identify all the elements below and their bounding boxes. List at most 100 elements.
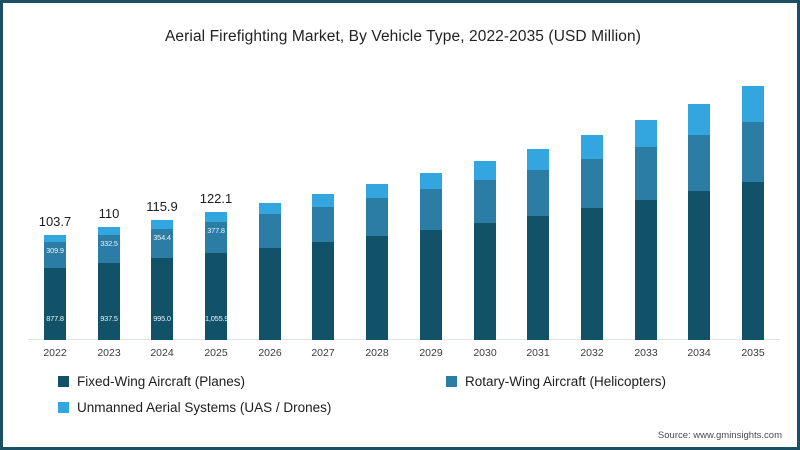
bar-total-label: 115.9: [146, 198, 178, 214]
bar-segment-uas[interactable]: [98, 227, 120, 236]
legend-label-fixed-wing: Fixed-Wing Aircraft (Planes): [77, 374, 246, 389]
bar-segment-uas[interactable]: [527, 148, 549, 170]
stacked-bar[interactable]: [259, 203, 281, 340]
bar-total-label: 110: [98, 206, 120, 222]
bar-segment-fw[interactable]: [420, 229, 442, 340]
bar-segment-uas[interactable]: [44, 235, 66, 243]
bar-group[interactable]: 377.8 1,055.9 122.1: [200, 68, 232, 340]
stacked-bar[interactable]: 332.5 937.5: [98, 227, 120, 340]
stacked-bar[interactable]: [312, 193, 334, 340]
bar-segment-fw[interactable]: [688, 191, 710, 340]
legend-swatch-icon-rotary-wing: [446, 376, 457, 387]
bar-segment-value-label: 377.8: [207, 225, 225, 235]
bar-group[interactable]: [581, 68, 603, 340]
bar-segment-uas[interactable]: [366, 183, 388, 199]
bar-segment-uas[interactable]: [205, 211, 227, 222]
bar-segment-rw[interactable]: [635, 147, 657, 201]
x-axis-tick-label: 2025: [204, 347, 228, 359]
bar-segment-value-label: 332.5: [100, 239, 118, 249]
legend-swatch-icon-fixed-wing: [58, 376, 69, 387]
bar-group[interactable]: [527, 68, 549, 340]
bar-segment-fw[interactable]: [259, 247, 281, 340]
bar-segment-rw[interactable]: 309.9: [44, 242, 66, 268]
bar-segment-rw[interactable]: 354.4: [151, 228, 173, 258]
legend-item-fixed-wing[interactable]: Fixed-Wing Aircraft (Planes): [58, 374, 245, 389]
bar-group[interactable]: [312, 68, 334, 340]
x-axis-tick-label: 2024: [150, 347, 174, 359]
bar-segment-rw[interactable]: 377.8: [205, 221, 227, 253]
bar-group[interactable]: [474, 68, 496, 340]
legend-item-uas[interactable]: Unmanned Aerial Systems (UAS / Drones): [58, 400, 331, 415]
bar-segment-uas[interactable]: [742, 86, 764, 122]
legend-row-1: Fixed-Wing Aircraft (Planes) Rotary-Wing…: [58, 374, 758, 400]
bar-segment-rw[interactable]: [581, 159, 603, 209]
bar-segment-fw[interactable]: [581, 208, 603, 340]
bar-segment-uas[interactable]: [420, 172, 442, 190]
bar-segment-value-label: 995.0: [153, 313, 171, 323]
bar-segment-fw[interactable]: [742, 181, 764, 340]
bar-group[interactable]: [259, 68, 281, 340]
bar-segment-fw[interactable]: 877.8: [44, 267, 66, 340]
x-axis-tick-label: 2034: [687, 347, 711, 359]
bar-segment-fw[interactable]: [527, 215, 549, 340]
stacked-bar[interactable]: [420, 172, 442, 340]
bar-segment-rw[interactable]: [474, 179, 496, 224]
bar-segment-rw[interactable]: [312, 206, 334, 243]
bar-segment-uas[interactable]: [474, 161, 496, 180]
bar-group[interactable]: 309.9 877.8 103.7: [39, 68, 71, 340]
stacked-bar[interactable]: 309.9 877.8: [44, 235, 66, 340]
bar-group[interactable]: [688, 68, 710, 340]
source-attribution: Source: www.gminsights.com: [657, 430, 782, 441]
bar-segment-value-label: 937.5: [100, 313, 118, 323]
stacked-bar[interactable]: [474, 161, 496, 340]
x-axis-tick-label: 2030: [473, 347, 497, 359]
bar-segment-rw[interactable]: [742, 121, 764, 182]
x-axis-tick-label: 2028: [365, 347, 389, 359]
bar-group[interactable]: [742, 68, 764, 340]
bar-segment-fw[interactable]: [312, 242, 334, 340]
bar-segment-uas[interactable]: [635, 119, 657, 148]
bar-total-label: 122.1: [199, 190, 233, 206]
x-axis-tick-label: 2026: [258, 347, 282, 359]
bar-segment-value-label: 877.8: [46, 313, 64, 323]
bar-segment-rw[interactable]: [527, 169, 549, 216]
bar-segment-rw[interactable]: [420, 189, 442, 230]
bar-segment-rw[interactable]: [688, 134, 710, 192]
x-axis-tick-label: 2023: [97, 347, 121, 359]
bar-segment-uas[interactable]: [688, 103, 710, 135]
bar-segment-uas[interactable]: [259, 203, 281, 215]
chart-title: Aerial Firefighting Market, By Vehicle T…: [164, 28, 642, 45]
bar-segment-fw[interactable]: 995.0: [151, 257, 173, 340]
bar-segment-uas[interactable]: [581, 134, 603, 160]
bar-segment-uas[interactable]: [151, 219, 173, 229]
x-axis-tick-label: 2027: [311, 347, 335, 359]
bar-segment-fw[interactable]: [635, 200, 657, 340]
bar-group[interactable]: 354.4 995.0 115.9: [146, 68, 178, 340]
bar-group[interactable]: [635, 68, 657, 340]
stacked-bar[interactable]: 354.4 995.0: [151, 219, 173, 340]
stacked-bar[interactable]: [527, 148, 549, 341]
stacked-bar[interactable]: [688, 103, 710, 340]
bar-segment-uas[interactable]: [312, 193, 334, 207]
stacked-bar[interactable]: [635, 119, 657, 340]
stacked-bar[interactable]: [581, 134, 603, 340]
chart-legend: Fixed-Wing Aircraft (Planes) Rotary-Wing…: [58, 374, 758, 426]
legend-item-rotary-wing[interactable]: Rotary-Wing Aircraft (Helicopters): [446, 374, 666, 389]
legend-row-2: Unmanned Aerial Systems (UAS / Drones): [58, 400, 758, 426]
x-axis-tick-label: 2032: [580, 347, 604, 359]
bar-segment-rw[interactable]: [259, 214, 281, 248]
bar-segment-rw[interactable]: [366, 198, 388, 237]
stacked-bar[interactable]: [366, 183, 388, 340]
stacked-bar[interactable]: 377.8 1,055.9: [205, 211, 227, 340]
bar-segment-fw[interactable]: 937.5: [98, 262, 120, 340]
bar-group[interactable]: [366, 68, 388, 340]
bar-group[interactable]: 332.5 937.5 110: [98, 68, 120, 340]
stacked-bar[interactable]: [742, 86, 764, 340]
bar-segment-value-label: 309.9: [46, 246, 64, 256]
bar-segment-fw[interactable]: [474, 223, 496, 340]
bar-segment-rw[interactable]: 332.5: [98, 235, 120, 263]
bar-segment-fw[interactable]: [366, 236, 388, 340]
bar-group[interactable]: [420, 68, 442, 340]
bar-segment-fw[interactable]: 1,055.9: [205, 252, 227, 340]
